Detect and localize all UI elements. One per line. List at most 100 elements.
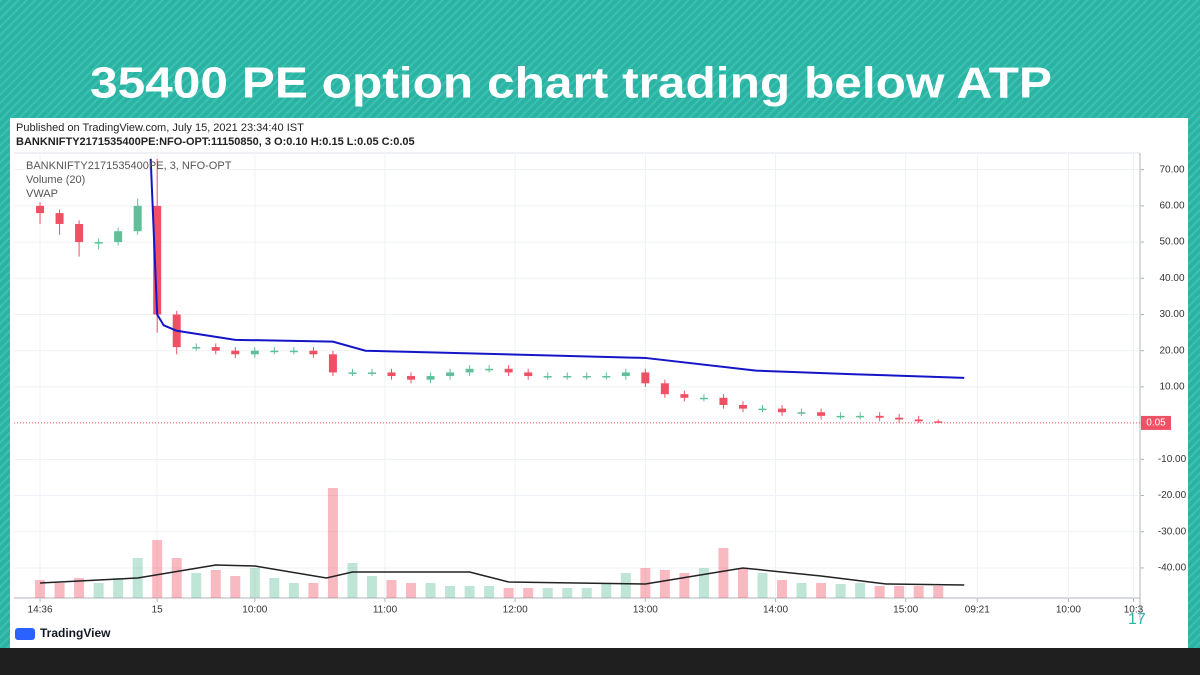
- candle-body: [621, 372, 630, 377]
- x-tick-label: 11:00: [373, 605, 398, 616]
- volume-bar: [855, 583, 866, 598]
- volume-bar: [581, 588, 592, 598]
- volume-bar: [523, 588, 534, 598]
- volume-bar: [425, 583, 436, 598]
- volume-bar: [230, 576, 241, 598]
- candle-body: [778, 408, 787, 413]
- brand-logo: TradingView: [15, 626, 111, 640]
- volume-bar: [288, 583, 299, 598]
- candle-body: [914, 419, 923, 422]
- candle-body: [348, 372, 357, 374]
- candle-body: [680, 394, 689, 398]
- candle-body: [582, 376, 591, 378]
- candle-body: [465, 368, 474, 373]
- candle-body: [699, 397, 708, 400]
- candle-body: [55, 213, 64, 224]
- volume-bar: [74, 578, 85, 598]
- legend-symbol: BANKNIFTY2171535400PE, 3, NFO-OPT: [26, 160, 232, 172]
- candle-body: [289, 350, 298, 353]
- y-tick-label: 10.00: [1159, 382, 1184, 393]
- candle-body: [133, 205, 142, 232]
- volume-bar: [210, 570, 221, 598]
- volume-bar: [366, 576, 377, 598]
- y-tick-label: 30.00: [1159, 309, 1184, 320]
- candle-body: [75, 223, 84, 243]
- volume-bar: [386, 580, 397, 598]
- y-tick-label: 50.00: [1159, 237, 1184, 248]
- volume-bar: [913, 586, 924, 598]
- candle-body: [387, 372, 396, 377]
- y-tick-label: 40.00: [1159, 273, 1184, 284]
- volume-bar: [816, 583, 827, 598]
- volume-bar: [347, 563, 358, 598]
- candle-body: [94, 242, 103, 244]
- candle-body: [485, 368, 494, 371]
- volume-bar: [640, 568, 651, 598]
- volume-bar: [445, 586, 456, 598]
- last-price-label: 0.05: [1146, 418, 1166, 429]
- volume-bar: [503, 588, 514, 598]
- candle-body: [934, 421, 943, 423]
- candle-body: [114, 231, 123, 243]
- volume-bar: [659, 570, 670, 598]
- candle-body: [231, 350, 240, 355]
- y-tick-label: -30.00: [1158, 526, 1187, 537]
- chart-panel: [10, 118, 1188, 648]
- candle-body: [563, 376, 572, 378]
- volume-bar: [308, 583, 319, 598]
- candle-body: [875, 415, 884, 418]
- candle-body: [270, 350, 279, 353]
- slide-title: 35400 PE option chart trading below ATP: [90, 59, 1052, 108]
- y-tick-label: -10.00: [1158, 454, 1187, 465]
- volume-bar: [835, 584, 846, 598]
- y-tick-label: 70.00: [1159, 164, 1184, 175]
- volume-ma-line: [39, 564, 965, 586]
- volume-bar: [620, 573, 631, 598]
- page-number: 17: [1128, 611, 1146, 628]
- volume-bar: [894, 586, 905, 598]
- volume-bar: [698, 568, 709, 598]
- legend-vwap: VWAP: [26, 188, 58, 200]
- volume-bar: [601, 583, 612, 598]
- plot: [14, 153, 1144, 602]
- volume-bar: [113, 578, 124, 598]
- y-tick-label: 20.00: [1159, 345, 1184, 356]
- x-tick-label: 10:00: [242, 605, 267, 616]
- symbol-header: BANKNIFTY2171535400PE:NFO-OPT:11150850, …: [16, 136, 415, 148]
- candle-body: [367, 372, 376, 374]
- candle-body: [738, 405, 747, 409]
- volume-bar: [777, 580, 788, 598]
- x-tick-label: 12:00: [503, 605, 528, 616]
- candle-body: [211, 347, 220, 351]
- volume-bar: [484, 586, 495, 598]
- y-tick-label: -40.00: [1158, 563, 1187, 574]
- volume-bar: [718, 548, 729, 598]
- candle-body: [250, 350, 259, 355]
- candle-body: [660, 383, 669, 395]
- volume-bar: [249, 568, 260, 598]
- candle-body: [719, 397, 728, 406]
- x-tick-label: 15:00: [893, 605, 918, 616]
- volume-bar: [269, 578, 280, 598]
- bottom-bar: [0, 648, 1200, 675]
- y-tick-label: -20.00: [1158, 490, 1187, 501]
- volume-bar: [679, 573, 690, 598]
- candle-body: [856, 415, 865, 418]
- candle-body: [836, 415, 845, 418]
- volume-bar: [757, 573, 768, 598]
- brand: TradingView: [40, 626, 111, 640]
- volume-bar: [406, 583, 417, 598]
- candle-body: [192, 347, 201, 349]
- x-tick-label: 10:00: [1056, 605, 1081, 616]
- y-tick-label: 60.00: [1159, 201, 1184, 212]
- x-tick-label: 13:00: [633, 605, 658, 616]
- x-tick-label: 15: [152, 605, 164, 616]
- candle-body: [407, 376, 416, 380]
- candle-body: [153, 205, 162, 315]
- volume-bar: [737, 568, 748, 598]
- volume-bar: [93, 583, 104, 598]
- candle-body: [309, 350, 318, 355]
- candle-body: [543, 376, 552, 378]
- x-tick-label: 10:3: [1124, 605, 1144, 616]
